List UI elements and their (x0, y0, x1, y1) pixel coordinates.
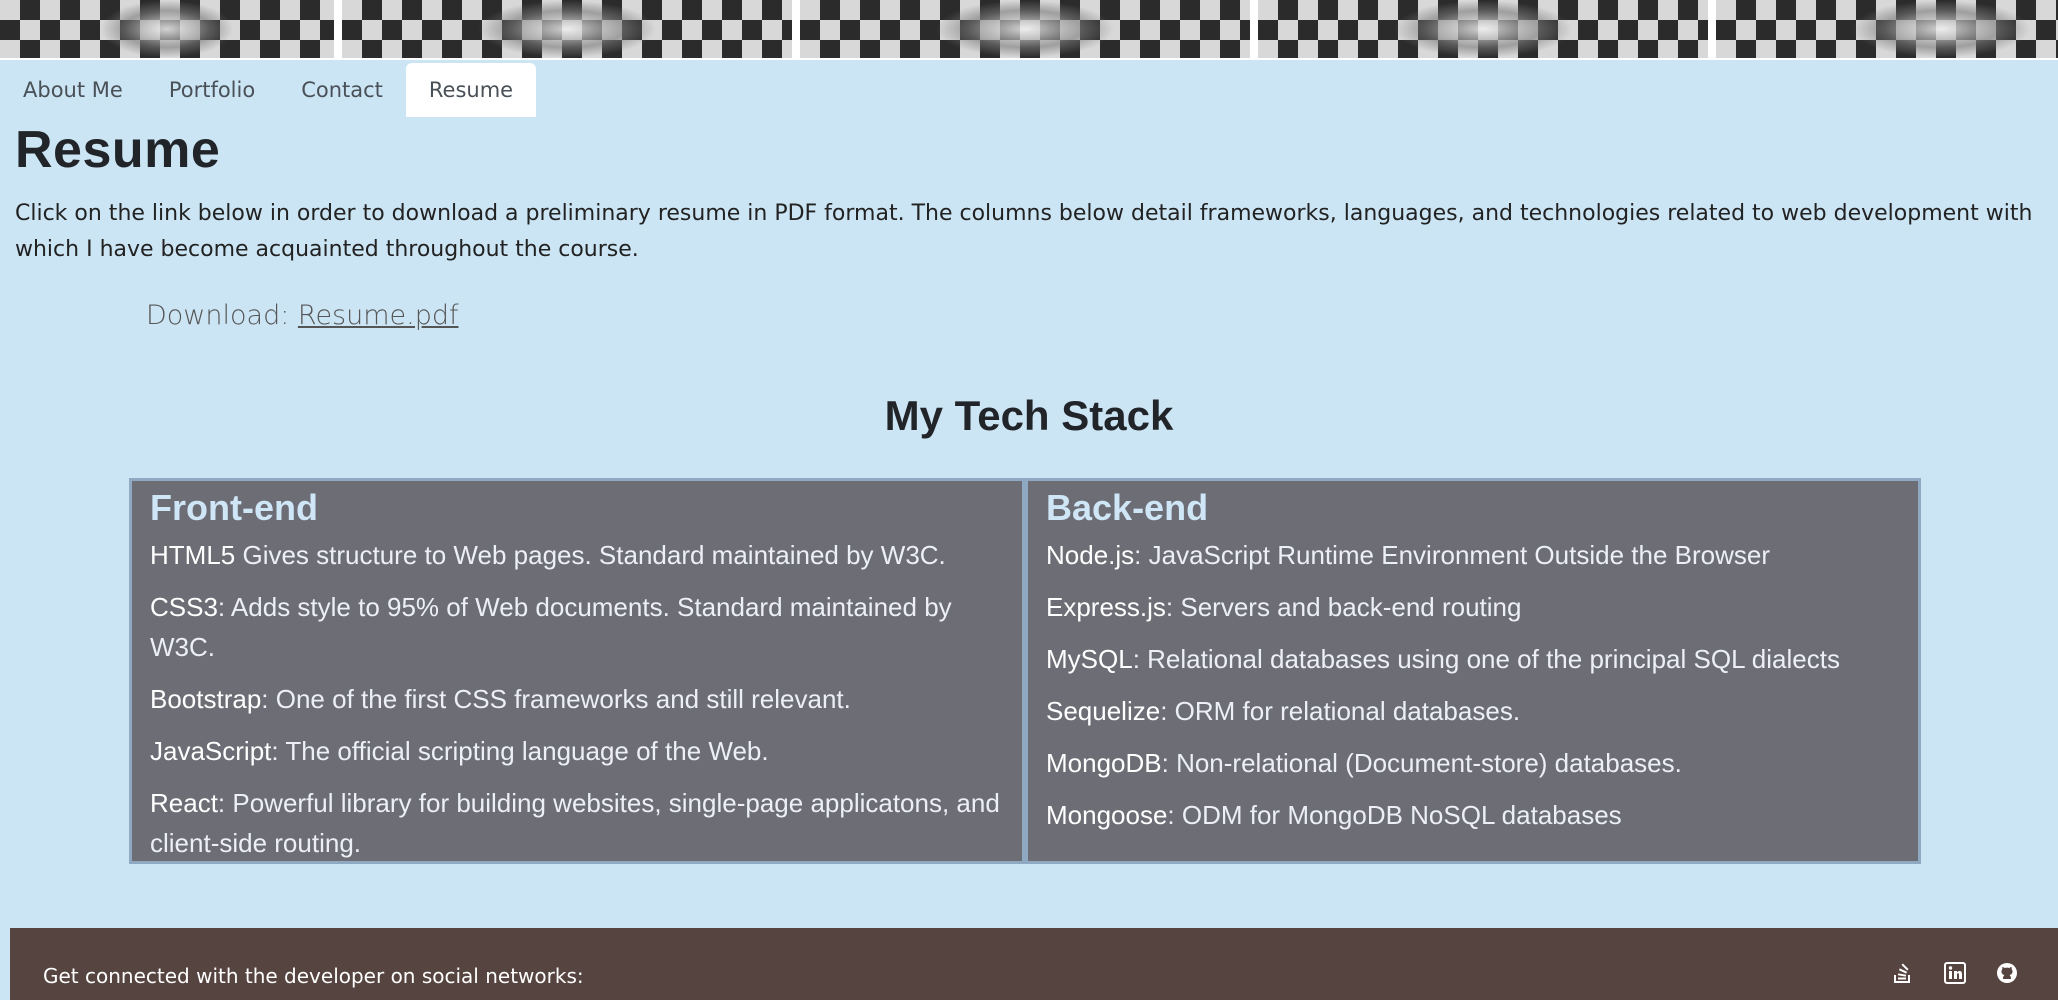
tech-name: HTML5 (150, 540, 236, 570)
tech-name: Bootstrap (150, 684, 262, 714)
tech-desc: : The official scripting language of the… (271, 736, 769, 766)
tech-name: Express.js (1046, 592, 1166, 622)
nav-tab-contact[interactable]: Contact (301, 78, 383, 102)
list-item: MySQL: Relational databases using one of… (1046, 639, 1900, 679)
backend-column: Back-end Node.js: JavaScript Runtime Env… (1028, 481, 1918, 861)
list-item: JavaScript: The official scripting langu… (150, 731, 1004, 771)
frontend-heading: Front-end (150, 487, 318, 528)
tech-name: Node.js (1046, 540, 1135, 570)
tech-name: Sequelize (1046, 696, 1161, 726)
tech-desc: : ODM for MongoDB NoSQL databases (1167, 800, 1622, 830)
tech-name: JavaScript (150, 736, 272, 766)
tech-desc: : ORM for relational databases. (1160, 696, 1521, 726)
list-item: Mongoose: ODM for MongoDB NoSQL database… (1046, 795, 1900, 835)
tech-name: MongoDB (1046, 748, 1162, 778)
tech-desc: : Adds style to 95% of Web documents. St… (150, 592, 952, 662)
list-item: Sequelize: ORM for relational databases. (1046, 691, 1900, 731)
tech-desc: : JavaScript Runtime Environment Outside… (1134, 540, 1770, 570)
tech-name: MySQL (1046, 644, 1133, 674)
tech-name: Mongoose (1046, 800, 1168, 830)
tech-desc: : Relational databases using one of the … (1132, 644, 1840, 674)
list-item: Express.js: Servers and back-end routing (1046, 587, 1900, 627)
github-icon[interactable] (1996, 962, 2018, 984)
list-item: MongoDB: Non-relational (Document-store)… (1046, 743, 1900, 783)
tech-stack-table: Front-end HTML5 Gives structure to Web p… (129, 478, 1921, 864)
list-item: HTML5 Gives structure to Web pages. Stan… (150, 535, 1004, 575)
frontend-column: Front-end HTML5 Gives structure to Web p… (132, 481, 1022, 861)
footer-social-text: Get connected with the developer on soci… (43, 964, 584, 988)
footer: Get connected with the developer on soci… (10, 928, 2058, 1000)
download-row: Download: Resume.pdf (146, 300, 459, 331)
banner-image (800, 0, 1250, 58)
stack-overflow-icon[interactable] (1892, 962, 1914, 984)
backend-heading: Back-end (1046, 487, 1209, 528)
tech-desc: : Powerful library for building websites… (150, 788, 1000, 858)
tech-desc: Gives structure to Web pages. Standard m… (235, 540, 946, 570)
tech-desc: : One of the first CSS frameworks and st… (261, 684, 851, 714)
download-label: Download: (146, 300, 298, 331)
nav-tab-resume[interactable]: Resume (405, 63, 537, 117)
linkedin-icon[interactable] (1944, 962, 1966, 984)
nav-tab-portfolio[interactable]: Portfolio (168, 78, 256, 102)
list-item: Bootstrap: One of the first CSS framewor… (150, 679, 1004, 719)
banner-image (1258, 0, 1708, 58)
tech-name: CSS3 (150, 592, 218, 622)
list-item: React: Powerful library for building web… (150, 783, 1004, 863)
banner-image (1716, 0, 2058, 58)
nav-tab-about-me[interactable]: About Me (23, 78, 123, 102)
page-title: Resume (15, 121, 221, 179)
tech-name: React (150, 788, 218, 818)
tech-stack-title: My Tech Stack (884, 392, 1174, 439)
tech-desc: : Servers and back-end routing (1165, 592, 1522, 622)
tech-desc: : Non-relational (Document-store) databa… (1161, 748, 1682, 778)
resume-download-link[interactable]: Resume.pdf (297, 300, 459, 331)
list-item: Node.js: JavaScript Runtime Environment … (1046, 535, 1900, 575)
social-icons (1892, 962, 2018, 984)
main-nav: About Me Portfolio Contact Resume (0, 63, 537, 117)
header-banner (0, 0, 2058, 60)
intro-text: Click on the link below in order to down… (15, 201, 2033, 262)
banner-image (0, 0, 334, 58)
list-item: CSS3: Adds style to 95% of Web documents… (150, 587, 1004, 667)
banner-image (342, 0, 792, 58)
